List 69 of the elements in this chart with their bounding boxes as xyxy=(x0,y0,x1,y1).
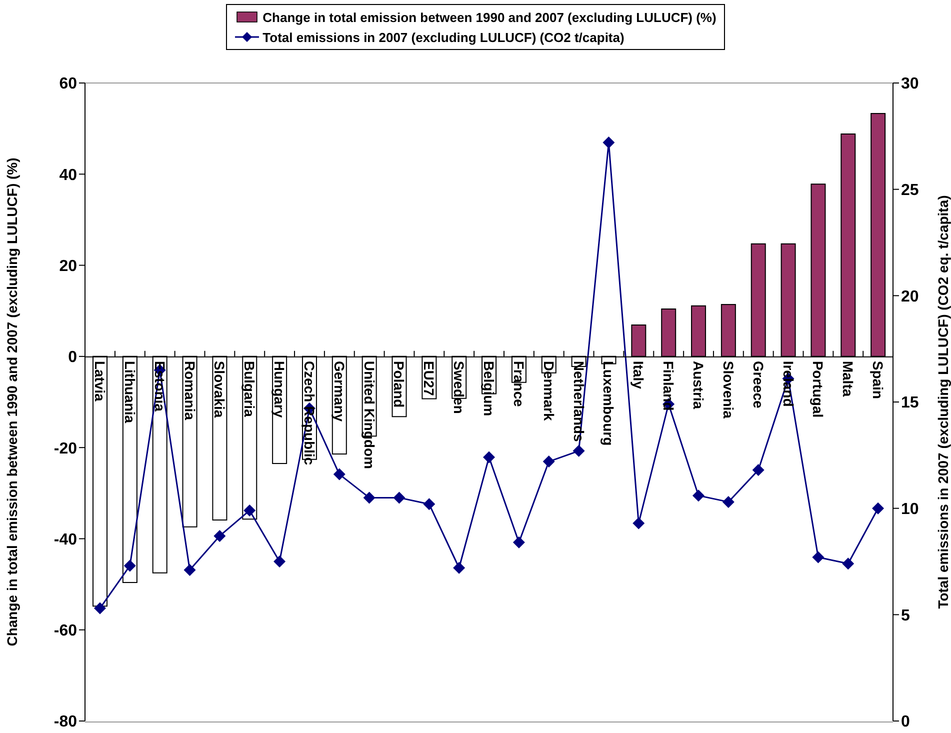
y2-tick-label: 10 xyxy=(901,501,919,518)
y-tick-label: 20 xyxy=(59,258,78,275)
point xyxy=(842,558,854,570)
x-tick-label: Lithuania xyxy=(122,360,138,424)
x-tick-label: Romania xyxy=(182,360,198,420)
x-tick-label: Sweden xyxy=(451,360,468,414)
x-tick-label: Slovenia xyxy=(720,360,736,419)
x-tick-label: Latvia xyxy=(92,360,108,402)
point xyxy=(483,451,495,464)
point xyxy=(214,530,226,542)
x-tick-label: Slovakia xyxy=(212,360,228,418)
point xyxy=(124,560,136,572)
y-tick-label: -20 xyxy=(54,440,78,458)
x-tick-label: EU27 xyxy=(421,360,438,396)
point xyxy=(244,504,256,516)
y-axis-title: Change in total emission between 1990 and 2007 (excluding LULUCF) (%) xyxy=(4,158,20,646)
point xyxy=(812,551,824,564)
x-tick-label: Estonia xyxy=(152,360,168,412)
x-tick-label: France xyxy=(510,360,527,407)
x-tick-label: Ireland xyxy=(780,360,796,407)
x-tick-label: Spain xyxy=(870,360,886,399)
x-tick-label: Hungary xyxy=(272,360,288,418)
point xyxy=(333,468,346,480)
point xyxy=(423,498,436,510)
point xyxy=(393,492,406,504)
x-tick-label: Portugal xyxy=(810,360,826,418)
x-tick-label: Czech Republic xyxy=(301,360,318,466)
x-tick-label: Finland xyxy=(660,360,677,411)
x-tick-label: Malta xyxy=(840,360,856,397)
x-tick-label: Poland xyxy=(391,360,408,408)
y2-axis-title: Total emissions in 2007 (excluding LULUCF) (CO2 eq. t/capita) xyxy=(934,195,951,609)
y-tick-label: 0 xyxy=(68,349,78,366)
y-tick-label: 60 xyxy=(59,76,78,93)
point xyxy=(453,562,466,574)
x-tick-label: Austria xyxy=(690,360,706,410)
point xyxy=(692,490,704,502)
point xyxy=(363,492,376,504)
x-tick-label: Belgium xyxy=(481,360,497,416)
x-tick-label: Denmark xyxy=(540,360,557,421)
x-tick-label: Netherlands xyxy=(570,360,587,442)
y2-tick-label: 15 xyxy=(901,394,919,412)
point xyxy=(572,444,585,457)
x-tick-label: Luxembourg xyxy=(600,360,617,446)
x-tick-label: Bulgaria xyxy=(242,360,258,418)
y2-tick-label: 0 xyxy=(901,714,910,731)
y-tick-label: -80 xyxy=(54,714,78,731)
point xyxy=(94,602,106,614)
point xyxy=(542,456,555,468)
y2-tick-label: 5 xyxy=(901,607,910,624)
point xyxy=(512,536,525,548)
point xyxy=(602,136,615,149)
point xyxy=(722,496,734,508)
y-tick-label: -60 xyxy=(54,622,78,640)
point xyxy=(632,517,645,530)
y-tick-label: 40 xyxy=(59,166,78,184)
y-tick-label: -40 xyxy=(54,531,78,548)
point xyxy=(752,464,764,476)
x-tick-label: Italy xyxy=(630,360,647,390)
y2-tick-label: 20 xyxy=(901,288,919,306)
point xyxy=(872,502,884,514)
point xyxy=(274,556,286,568)
y2-tick-label: 30 xyxy=(901,76,919,93)
x-tick-label: Germany xyxy=(331,360,348,422)
legend-label: Change in total emission between 1990 and 2007 (excluding LULUCF) (%) xyxy=(262,10,716,24)
point xyxy=(184,564,196,576)
y2-tick-label: 25 xyxy=(901,182,919,200)
x-tick-label: United Kingdom xyxy=(361,360,378,469)
x-tick-label: Greece xyxy=(750,360,766,409)
legend-label: Total emissions in 2007 (excluding LULUCF) (CO2 t/capita) xyxy=(262,30,624,44)
